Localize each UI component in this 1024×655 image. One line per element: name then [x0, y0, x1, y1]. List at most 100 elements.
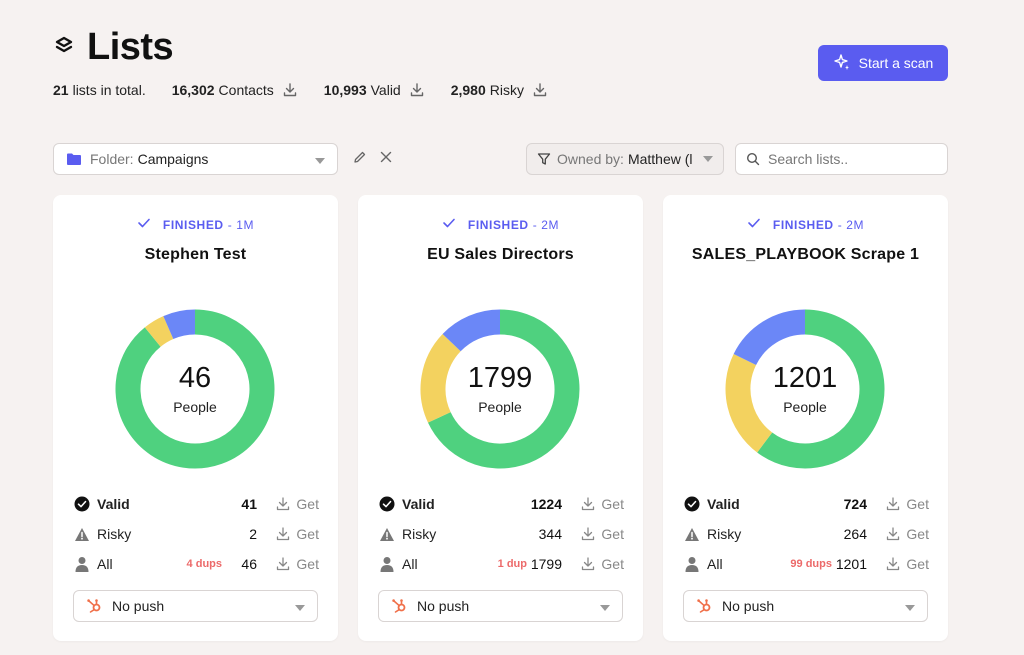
person-icon	[683, 556, 701, 572]
folder-prefix: Folder:	[90, 151, 134, 167]
lists-total-label: lists in total.	[72, 82, 146, 98]
warning-icon	[683, 527, 701, 542]
row-risky: Risky 344 Get	[378, 524, 624, 544]
get-label: Get	[906, 556, 929, 572]
start-scan-button[interactable]: Start a scan	[818, 45, 948, 81]
card-status: FINISHED - 2M	[663, 217, 948, 232]
row-valid: Valid 1224 Get	[378, 494, 624, 514]
get-button[interactable]: Get	[885, 556, 929, 572]
people-count: 1201	[772, 361, 838, 394]
status-age: - 2M	[532, 217, 560, 232]
donut-segment-valid	[427, 309, 580, 469]
push-select[interactable]: No push	[378, 590, 623, 622]
get-label: Get	[906, 526, 929, 542]
hubspot-icon	[391, 598, 407, 614]
chevron-down-icon	[600, 598, 610, 614]
card-status: FINISHED - 1M	[53, 217, 338, 232]
row-risky: Risky 264 Get	[683, 524, 929, 544]
folder-select[interactable]: Folder: Campaigns	[53, 143, 338, 175]
row-label: Risky	[97, 526, 132, 542]
row-risky: Risky 2 Get	[73, 524, 319, 544]
warning-icon	[378, 527, 396, 542]
status-label: FINISHED	[772, 217, 834, 232]
donut-center: 46 People	[115, 309, 275, 469]
chevron-down-icon	[295, 598, 305, 614]
get-label: Get	[601, 496, 624, 512]
donut-segment-other	[442, 309, 501, 352]
dups-badge: 4 dups	[186, 558, 222, 570]
stat-risky: 2,980 Risky	[451, 82, 548, 98]
card-title[interactable]: Stephen Test	[144, 246, 247, 263]
push-select[interactable]: No push	[73, 590, 318, 622]
stat-label: Risky	[489, 82, 524, 98]
get-button[interactable]: Get	[275, 526, 319, 542]
status-age: - 1M	[227, 217, 255, 232]
list-card[interactable]: FINISHED - 2M EU Sales Directors 1799 Pe…	[358, 195, 643, 641]
row-count: 724	[843, 496, 867, 512]
push-select[interactable]: No push	[683, 590, 928, 622]
donut-segment-risky	[144, 316, 174, 347]
get-button[interactable]: Get	[885, 526, 929, 542]
card-title[interactable]: SALES_PLAYBOOK Scrape 1	[691, 246, 920, 263]
check-circle-icon	[378, 496, 396, 512]
row-label: All	[402, 556, 418, 572]
donut-chart	[420, 309, 580, 469]
search-input[interactable]	[768, 151, 938, 167]
status-label: FINISHED	[467, 217, 529, 232]
hubspot-icon	[696, 598, 712, 614]
owner-prefix: Owned by:	[557, 151, 624, 167]
lists-total-count: 21	[53, 82, 69, 98]
row-all: All 1 dup 1799 Get	[378, 554, 624, 574]
list-card[interactable]: FINISHED - 1M Stephen Test 46 People Val…	[53, 195, 338, 641]
get-button[interactable]: Get	[580, 496, 624, 512]
stat-value: 16,302	[171, 82, 215, 98]
get-label: Get	[601, 526, 624, 542]
row-valid: Valid 41 Get	[73, 494, 319, 514]
download-icon[interactable]	[282, 82, 298, 98]
edit-icon[interactable]	[353, 150, 367, 169]
get-label: Get	[601, 556, 624, 572]
row-label: Risky	[402, 526, 437, 542]
donut-center: 1799 People	[420, 309, 580, 469]
row-all: All 4 dups 46 Get	[73, 554, 319, 574]
search-box[interactable]	[735, 143, 948, 175]
row-count: 1201	[835, 556, 867, 572]
stat-contacts: 16,302 Contacts	[172, 82, 298, 98]
page-header: Lists	[53, 26, 174, 69]
download-icon[interactable]	[409, 82, 425, 98]
row-count: 1224	[530, 496, 562, 512]
people-label: People	[783, 398, 827, 415]
get-button[interactable]: Get	[885, 496, 929, 512]
close-icon[interactable]	[379, 150, 393, 169]
page-title: Lists	[87, 26, 174, 68]
chevron-down-icon	[703, 156, 713, 162]
row-valid: Valid 724 Get	[683, 494, 929, 514]
get-button[interactable]: Get	[580, 526, 624, 542]
list-card[interactable]: FINISHED - 2M SALES_PLAYBOOK Scrape 1 12…	[663, 195, 948, 641]
donut-center: 1201 People	[725, 309, 885, 469]
get-button[interactable]: Get	[580, 556, 624, 572]
people-label: People	[173, 398, 217, 415]
status-label: FINISHED	[162, 217, 224, 232]
card-status: FINISHED - 2M	[358, 217, 643, 232]
folder-value: Campaigns	[137, 151, 209, 167]
row-label: Risky	[707, 526, 742, 542]
get-button[interactable]: Get	[275, 496, 319, 512]
push-label: No push	[722, 598, 775, 614]
get-label: Get	[296, 556, 319, 572]
layers-icon	[53, 34, 75, 61]
person-icon	[73, 556, 91, 572]
row-label: Valid	[97, 496, 130, 512]
search-icon	[746, 152, 760, 166]
push-label: No push	[112, 598, 165, 614]
owner-filter-select[interactable]: Owned by: Matthew (l	[526, 143, 724, 175]
sparkle-icon	[833, 53, 851, 74]
get-button[interactable]: Get	[275, 556, 319, 572]
dups-badge: 99 dups	[790, 558, 832, 570]
donut-segment-valid	[757, 309, 885, 469]
get-label: Get	[906, 496, 929, 512]
donut-segment-risky	[420, 334, 462, 423]
card-title[interactable]: EU Sales Directors	[427, 246, 574, 263]
download-icon[interactable]	[532, 82, 548, 98]
push-label: No push	[417, 598, 470, 614]
